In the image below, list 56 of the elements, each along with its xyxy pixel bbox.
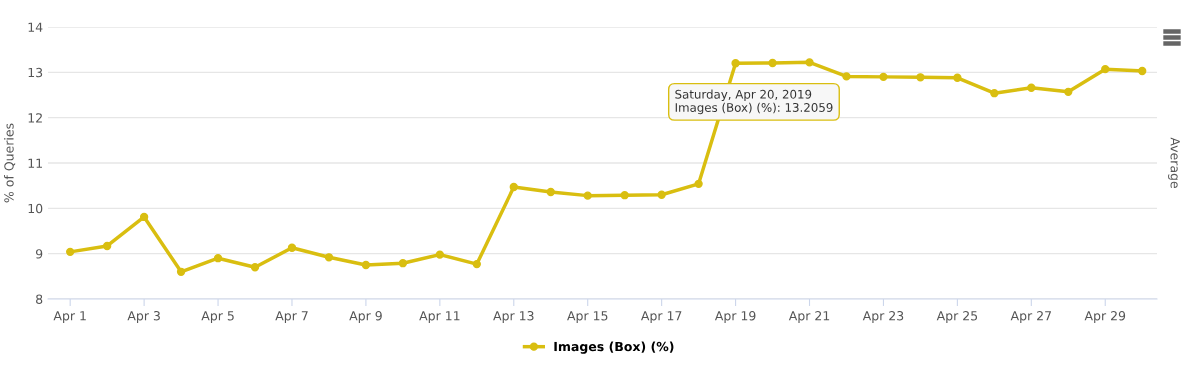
x-tick-label: Apr 7: [275, 311, 308, 323]
y-axis-title: % of Queries: [4, 123, 16, 203]
point: [139, 212, 149, 222]
x-tick-label: Apr 5: [201, 311, 234, 323]
y-tick-label: 13: [28, 67, 43, 78]
y-tick-label: 8: [36, 294, 43, 304]
point: [805, 58, 814, 67]
point: [1101, 64, 1110, 74]
point: [842, 72, 851, 81]
point: [435, 250, 445, 259]
point: [657, 190, 666, 199]
point: [916, 73, 925, 82]
x-tick-label: Apr 3: [127, 311, 160, 323]
point: [768, 58, 777, 68]
point: [213, 254, 223, 263]
point: [546, 187, 555, 197]
x-tick-label: Apr 27: [1010, 311, 1051, 323]
y-tick-label: 9: [35, 249, 43, 259]
point: [583, 191, 592, 200]
point: [1138, 66, 1147, 76]
x-tick-label: Apr 19: [714, 311, 756, 323]
y-tick-label: 10: [28, 203, 43, 214]
point: [990, 89, 999, 98]
y-tick-label: 12: [28, 113, 42, 123]
point: [509, 182, 518, 192]
point: [361, 260, 371, 270]
y2-axis-title: Average: [1168, 137, 1180, 188]
point: [1064, 87, 1073, 96]
x-tick-label: Apr 11: [419, 311, 460, 323]
point: [1027, 83, 1036, 92]
x-tick-label: Apr 25: [936, 311, 978, 323]
point: [472, 259, 481, 269]
point: [250, 263, 260, 272]
y-tick-label: 14: [28, 22, 43, 32]
point: [620, 191, 629, 200]
point: [694, 179, 703, 189]
x-tick-label: Apr 1: [53, 311, 86, 323]
x-tick-label: Apr 15: [567, 311, 608, 323]
point: [176, 267, 186, 276]
x-tick-label: Apr 21: [788, 311, 830, 323]
point: [287, 243, 297, 252]
point: [953, 73, 962, 82]
x-tick-label: Apr 9: [349, 311, 382, 323]
point: [324, 253, 334, 262]
x-tick-label: Apr 13: [493, 311, 534, 323]
point: [66, 247, 75, 257]
annotation: Saturday, Apr 20, 2019 Images (Box) (%): 13.2059: [675, 89, 833, 115]
legend-label: Images (Box) (%): [554, 341, 674, 354]
point: [879, 72, 888, 82]
x-tick-label: Apr 17: [640, 311, 682, 323]
point: [102, 241, 112, 251]
point: [398, 259, 408, 268]
y-tick-label: 11: [28, 158, 42, 168]
x-tick-label: Apr 29: [1084, 311, 1126, 323]
x-tick-label: Apr 23: [862, 311, 904, 323]
point: [731, 59, 740, 68]
